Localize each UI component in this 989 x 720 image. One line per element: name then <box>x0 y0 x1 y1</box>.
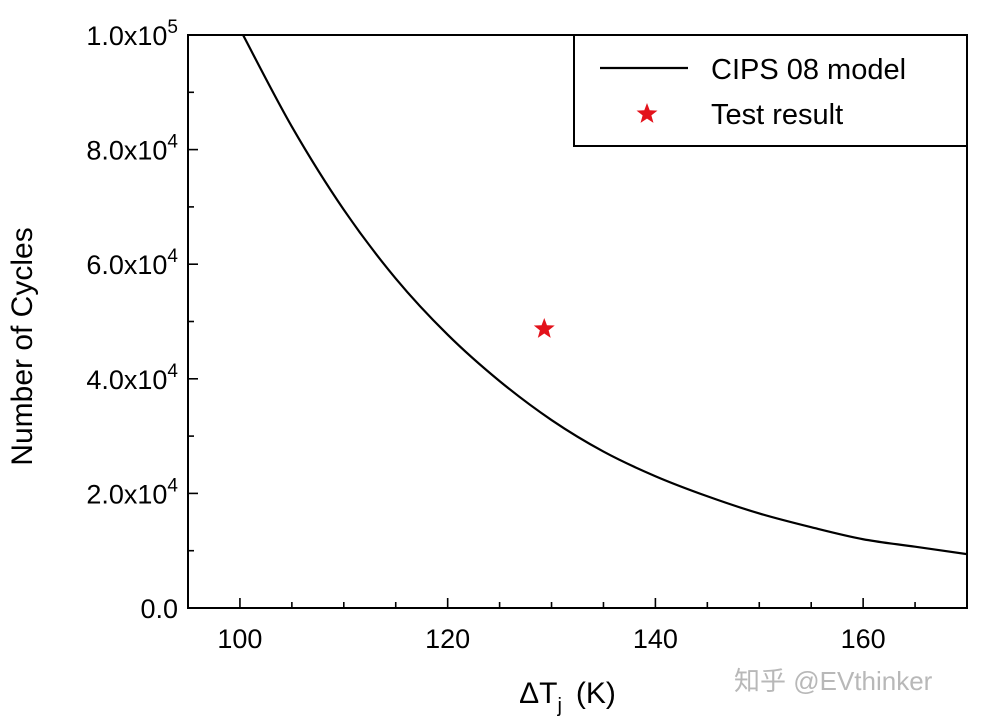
series-line-cips-08-model <box>242 35 967 556</box>
x-tick-label: 100 <box>217 624 262 654</box>
y-tick-label: 2.0x104 <box>86 475 178 509</box>
legend-label: CIPS 08 model <box>711 54 906 86</box>
legend-label: Test result <box>711 99 843 131</box>
x-axis-title: ΔTj (K) <box>519 677 616 717</box>
y-axis-title: Number of Cycles <box>6 227 39 465</box>
y-tick-label: 6.0x104 <box>86 246 178 280</box>
y-tick-label: 8.0x104 <box>86 132 178 166</box>
x-tick-label: 120 <box>425 624 470 654</box>
legend-box <box>573 34 968 147</box>
data-point-test-result <box>533 317 555 338</box>
y-tick-label: 0.0 <box>140 594 178 624</box>
x-tick-label: 160 <box>841 624 886 654</box>
watermark: 知乎 @EVthinker <box>734 666 933 696</box>
y-tick-label: 1.0x105 <box>86 17 178 51</box>
x-tick-label: 140 <box>633 624 678 654</box>
y-tick-label: 4.0x104 <box>86 361 178 395</box>
legend-star-swatch <box>636 103 658 123</box>
legend: CIPS 08 model Test result <box>573 34 968 147</box>
